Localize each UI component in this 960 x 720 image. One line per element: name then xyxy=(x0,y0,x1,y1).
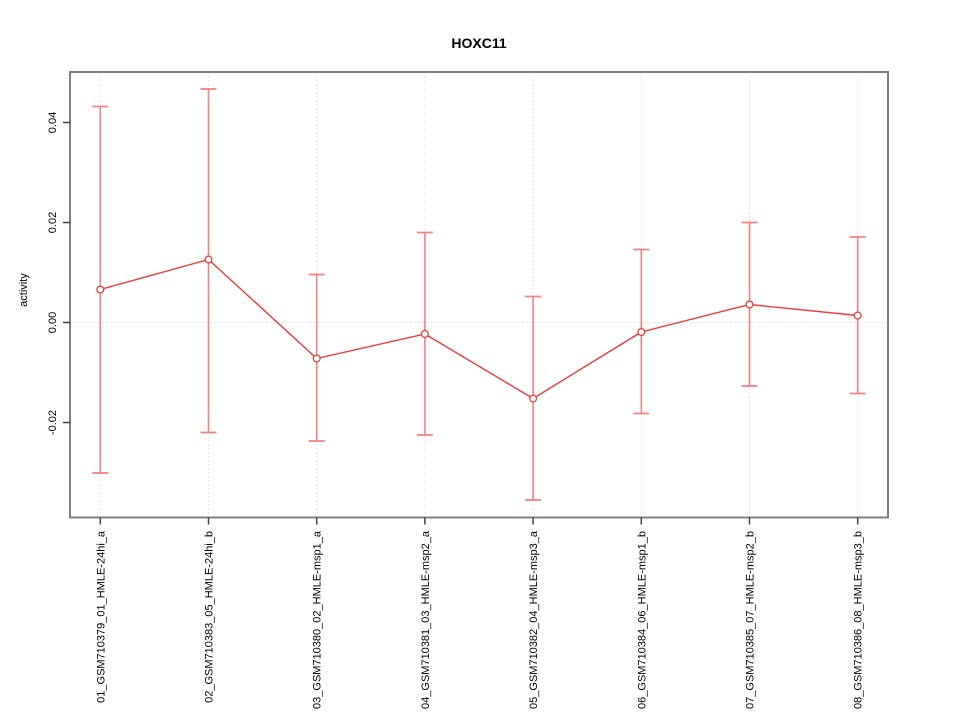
x-tick-label: 02_GSM710383_05_HMLE-24hi_b xyxy=(203,531,215,703)
y-tick-label: 0.00 xyxy=(47,312,59,333)
plot-box xyxy=(69,71,889,519)
y-tick-label: 0.02 xyxy=(47,212,59,233)
data-point-marker xyxy=(745,300,754,309)
x-tick-label: 07_GSM710385_07_HMLE-msp2_b xyxy=(745,531,757,709)
x-tick-label: 03_GSM710380_02_HMLE-msp1_a xyxy=(312,530,324,709)
data-point-marker xyxy=(853,311,862,320)
x-tick-label: 01_GSM710379_01_HMLE-24hi_a xyxy=(95,530,107,703)
data-point-marker xyxy=(637,327,646,337)
y-tick-label: -0.02 xyxy=(47,410,59,435)
data-point-marker xyxy=(529,394,538,403)
y-axis-label: activity xyxy=(18,273,30,307)
data-point-marker xyxy=(312,354,321,363)
series-line xyxy=(100,258,858,400)
data-point-marker xyxy=(420,329,429,339)
x-tick-label: 05_GSM710382_04_HMLE-msp3_a xyxy=(528,530,540,709)
x-tick-label: 06_GSM710384_06_HMLE-msp1_b xyxy=(636,531,648,709)
data-point-marker xyxy=(96,285,105,294)
y-tick-label: 0.04 xyxy=(47,112,59,133)
x-tick-label: 08_GSM710386_08_HMLE-msp3_b xyxy=(853,531,865,709)
x-tick-label: 04_GSM710381_03_HMLE-msp2_a xyxy=(420,530,432,709)
chart-title: HOXC11 xyxy=(451,35,507,51)
data-point-marker xyxy=(204,255,213,264)
